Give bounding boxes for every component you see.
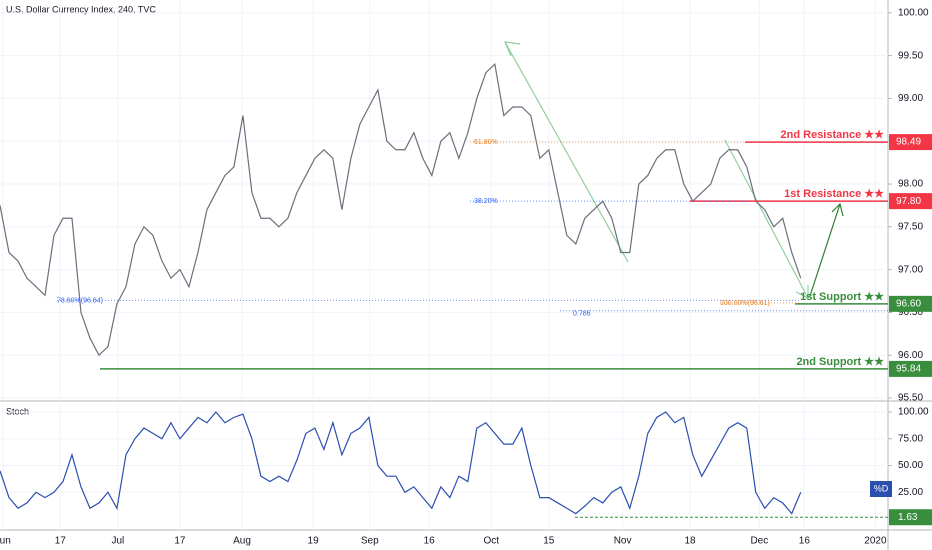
level-value: 96.60	[896, 298, 921, 309]
y-tick-label: 50.00	[898, 460, 923, 471]
x-tick-label: 18	[685, 536, 697, 547]
chart-title: U.S. Dollar Currency Index, 240, TVC	[6, 4, 156, 14]
x-tick-label: 17	[55, 536, 67, 547]
x-tick-label: 2020	[864, 536, 887, 547]
level-value: 98.49	[896, 137, 921, 148]
series-name: %D	[874, 483, 889, 493]
level-name: 2nd Resistance ★★	[781, 129, 885, 141]
x-tick-label: 15	[543, 536, 555, 547]
x-tick-label: 16	[424, 536, 436, 547]
x-tick-label: 16	[799, 536, 811, 547]
y-tick-label: 75.00	[898, 433, 923, 444]
y-tick-label: 25.00	[898, 487, 923, 498]
x-tick-label: Jun	[0, 536, 11, 547]
level-value: 95.84	[896, 364, 921, 375]
arrow	[724, 139, 809, 299]
fib-label: 38.20%	[474, 198, 498, 205]
fib-label: 100.00%(96.61)	[720, 300, 770, 307]
y-tick-label: 99.00	[898, 93, 923, 104]
level-name: 2nd Support ★★	[796, 356, 884, 368]
y-tick-label: 96.50	[898, 307, 923, 318]
series-tag	[870, 481, 892, 497]
arrow	[809, 203, 841, 297]
y-tick-label: 95.50	[898, 393, 923, 404]
level-name: 1st Support ★★	[800, 291, 884, 303]
y-tick-label: 100.00	[898, 7, 929, 18]
x-tick-label: 17	[174, 536, 186, 547]
x-tick-label: Sep	[361, 536, 379, 547]
level-value: 97.80	[896, 196, 921, 207]
y-tick-label: 96.00	[898, 350, 923, 361]
level-box	[889, 193, 932, 210]
arrow-head	[795, 285, 809, 299]
level-box	[889, 295, 932, 312]
x-tick-label: Nov	[614, 536, 632, 547]
level-name: 1st Resistance ★★	[784, 188, 884, 200]
level-box	[889, 509, 932, 526]
level-box	[889, 360, 932, 377]
level-value: 1.63	[898, 512, 918, 523]
x-tick-label: Oct	[483, 536, 499, 547]
price-line	[0, 411, 802, 515]
fib-label: 0.786	[573, 311, 591, 318]
x-tick-label: 19	[308, 536, 320, 547]
x-tick-label: Dec	[750, 536, 768, 547]
arrow-head	[504, 41, 521, 57]
y-tick-label: 97.00	[898, 264, 923, 275]
price-line	[0, 62, 802, 357]
y-tick-label: 99.50	[898, 50, 923, 61]
x-tick-label: Jul	[111, 536, 124, 547]
arrow	[504, 41, 629, 263]
y-tick-label: 100.00	[898, 407, 929, 418]
level-box	[889, 134, 932, 151]
fib-label: 61.80%	[474, 139, 498, 146]
arrow-head	[831, 202, 844, 217]
x-tick-label: Aug	[233, 536, 251, 547]
pane-title: Stoch	[6, 406, 29, 416]
fib-label: 78.60%(96.64)	[57, 297, 103, 304]
y-tick-label: 97.50	[898, 221, 923, 232]
y-tick-label: 98.00	[898, 179, 923, 190]
